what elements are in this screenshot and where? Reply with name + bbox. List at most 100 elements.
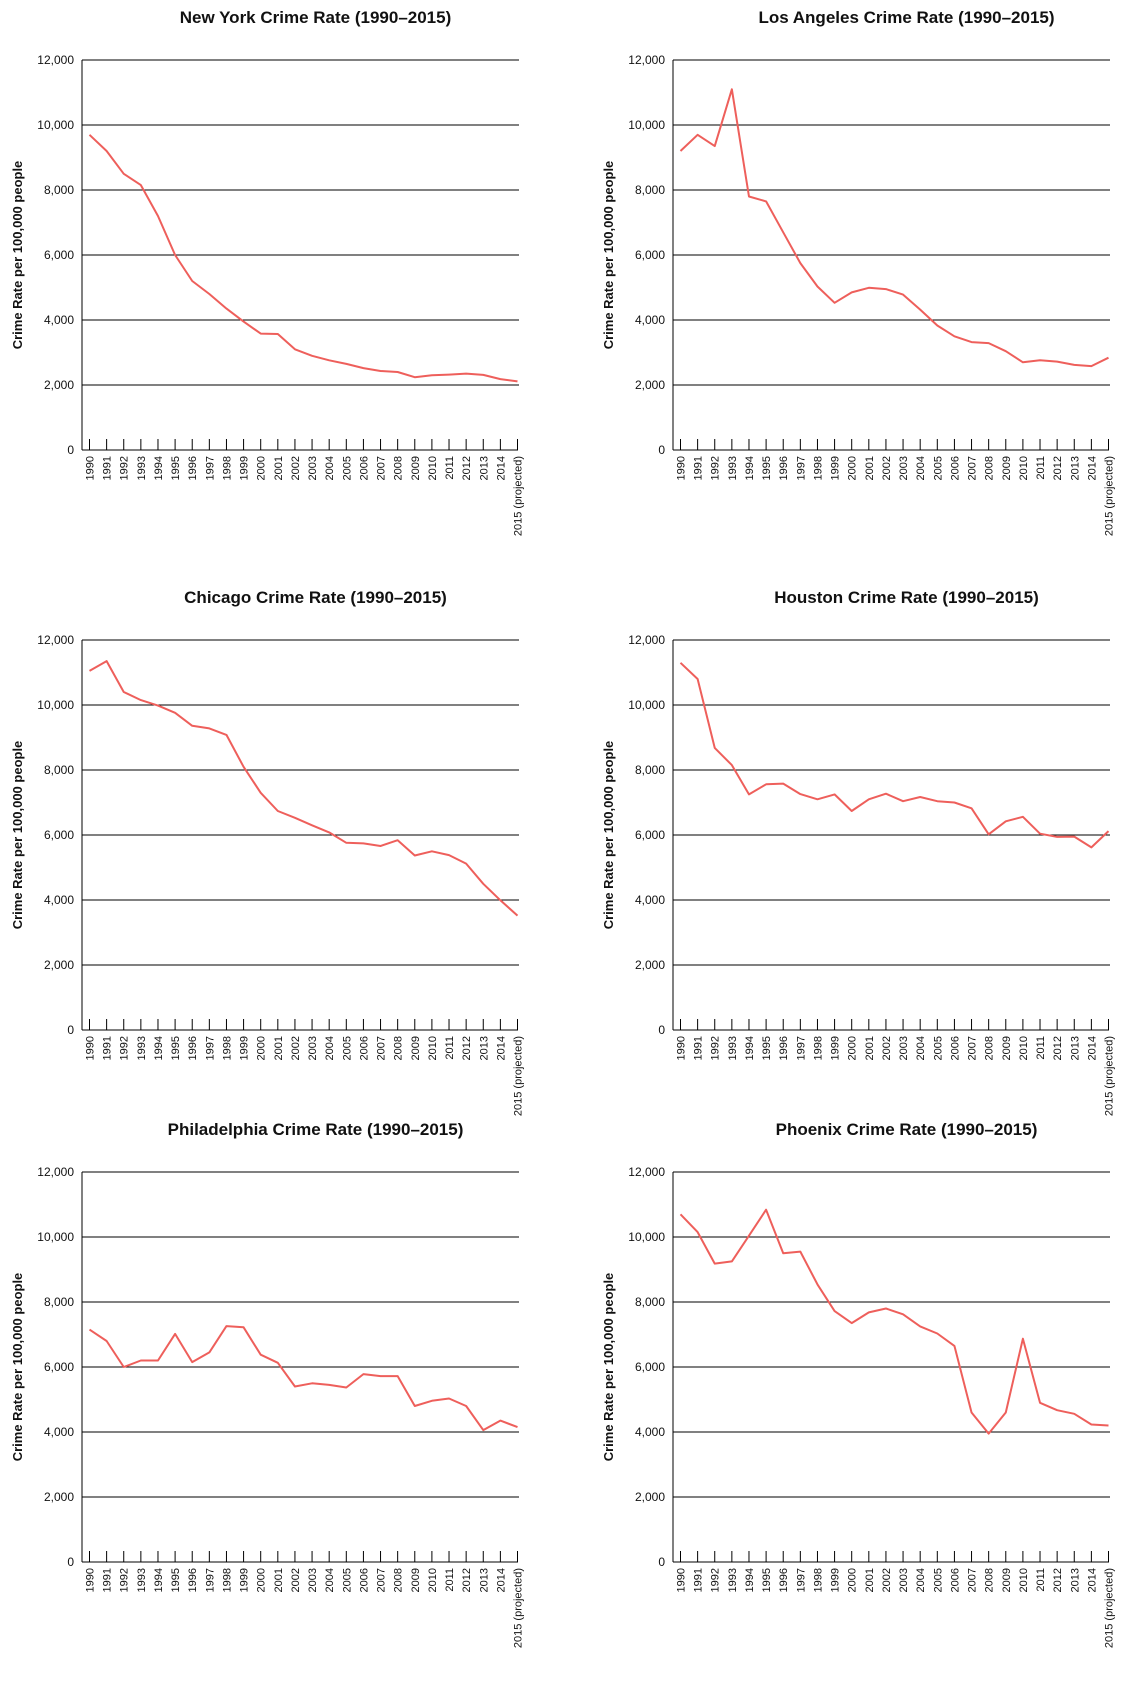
x-tick-label: 1991	[102, 1568, 114, 1592]
x-tick-label: 2010	[1018, 456, 1030, 480]
y-tick-label: 4,000	[44, 1425, 74, 1439]
x-tick-label: 2015 (projected)	[513, 456, 525, 536]
y-tick-label: 4,000	[44, 893, 74, 907]
chart-title: Philadelphia Crime Rate (1990–2015)	[168, 1120, 464, 1139]
x-tick-label: 1998	[812, 456, 824, 480]
x-tick-label: 2011	[444, 1568, 456, 1592]
x-tick-label: 1998	[221, 456, 233, 480]
chart-svg-houston: Houston Crime Rate (1990–2015) Crime Rate…	[601, 588, 1116, 1116]
x-tick-label: 2009	[1001, 456, 1013, 480]
x-tick-label: 2005	[341, 1568, 353, 1592]
x-tick-label: 2010	[1018, 1568, 1030, 1592]
y-axis-label: Crime Rate per 100,000 people	[601, 741, 616, 930]
y-tick-label: 12,000	[37, 633, 74, 647]
x-tick-label: 1992	[119, 1036, 131, 1060]
x-tick-label: 2009	[410, 1036, 422, 1060]
x-tick-label: 1996	[778, 456, 790, 480]
x-tick-label: 2012	[461, 1568, 473, 1592]
y-tick-label: 2,000	[635, 1490, 665, 1504]
y-tick-label: 6,000	[635, 1360, 665, 1374]
chart-panel-new-york: New York Crime Rate (1990–2015) Crime Rat…	[0, 0, 531, 580]
x-tick-label: 2011	[444, 1036, 456, 1060]
x-tick-label: 2014	[495, 1036, 507, 1060]
x-tick-label: 1999	[830, 456, 842, 480]
y-tick-label: 10,000	[37, 118, 74, 132]
y-tick-label: 8,000	[635, 763, 665, 777]
x-tick-label: 1993	[136, 1568, 148, 1592]
y-tick-label: 10,000	[37, 1230, 74, 1244]
chart-panel-phoenix: Phoenix Crime Rate (1990–2015) Crime Rate…	[591, 1112, 1122, 1692]
y-tick-label: 0	[67, 443, 74, 457]
chart-title: Houston Crime Rate (1990–2015)	[774, 588, 1039, 607]
x-tick-label: 2013	[1069, 1036, 1081, 1060]
x-tick-label: 1992	[710, 1036, 722, 1060]
x-tick-label: 2013	[478, 1036, 490, 1060]
x-tick-label: 1997	[795, 1036, 807, 1060]
chart-svg-new-york: New York Crime Rate (1990–2015) Crime Rat…	[10, 8, 525, 536]
x-tick-label: 2007	[376, 456, 388, 480]
y-tick-label: 12,000	[37, 53, 74, 67]
x-tick-label: 2009	[1001, 1036, 1013, 1060]
x-tick-label: 2010	[427, 1568, 439, 1592]
series-line	[679, 662, 1110, 849]
x-tick-label: 2010	[1018, 1036, 1030, 1060]
x-tick-label: 2007	[967, 1568, 979, 1592]
x-tick-label: 2006	[949, 1036, 961, 1060]
y-tick-label: 0	[658, 1023, 665, 1037]
x-tick-label: 2006	[949, 456, 961, 480]
x-tick-label: 2003	[898, 1036, 910, 1060]
series-line	[88, 1325, 518, 1432]
x-tick-label: 2002	[290, 456, 302, 480]
x-tick-label: 2002	[881, 456, 893, 480]
y-tick-label: 8,000	[44, 763, 74, 777]
x-tick-label: 2015 (projected)	[513, 1568, 525, 1648]
y-tick-label: 4,000	[44, 313, 74, 327]
y-tick-label: 0	[67, 1555, 74, 1569]
x-tick-label: 1994	[744, 456, 756, 480]
x-tick-label: 2011	[1035, 456, 1047, 480]
x-tick-label: 1990	[676, 1036, 688, 1060]
y-tick-label: 12,000	[628, 633, 665, 647]
x-tick-label: 1991	[693, 1568, 705, 1592]
x-tick-label: 1992	[119, 1568, 131, 1592]
x-tick-label: 2004	[915, 1568, 927, 1592]
x-tick-label: 1991	[693, 456, 705, 480]
chart-panel-houston: Houston Crime Rate (1990–2015) Crime Rate…	[591, 580, 1122, 1160]
x-tick-label: 2008	[984, 456, 996, 480]
y-tick-label: 10,000	[628, 698, 665, 712]
x-tick-label: 1997	[204, 1036, 216, 1060]
x-tick-label: 1998	[812, 1036, 824, 1060]
x-tick-label: 1990	[676, 1568, 688, 1592]
x-tick-label: 2014	[495, 456, 507, 480]
y-tick-label: 2,000	[44, 958, 74, 972]
y-tick-label: 6,000	[44, 248, 74, 262]
y-tick-label: 12,000	[37, 1165, 74, 1179]
x-tick-label: 2003	[898, 456, 910, 480]
y-tick-label: 6,000	[44, 1360, 74, 1374]
y-tick-label: 4,000	[635, 1425, 665, 1439]
x-tick-label: 2003	[307, 456, 319, 480]
y-tick-label: 10,000	[628, 1230, 665, 1244]
x-tick-label: 2013	[478, 1568, 490, 1592]
y-axis-label: Crime Rate per 100,000 people	[10, 1273, 25, 1462]
x-tick-label: 1993	[727, 1568, 739, 1592]
y-tick-label: 8,000	[635, 183, 665, 197]
x-tick-label: 1993	[136, 1036, 148, 1060]
x-tick-label: 1997	[204, 1568, 216, 1592]
x-tick-label: 1995	[170, 1568, 182, 1592]
x-tick-label: 1999	[830, 1036, 842, 1060]
x-tick-label: 2011	[1035, 1568, 1047, 1592]
x-tick-label: 1995	[170, 1036, 182, 1060]
x-tick-label: 2012	[1052, 1568, 1064, 1592]
y-tick-label: 2,000	[44, 1490, 74, 1504]
x-tick-label: 2012	[461, 1036, 473, 1060]
x-tick-label: 1997	[795, 1568, 807, 1592]
x-tick-label: 2015 (projected)	[513, 1036, 525, 1116]
x-tick-label: 2008	[984, 1568, 996, 1592]
x-tick-label: 2014	[1086, 456, 1098, 480]
x-tick-label: 1994	[744, 1036, 756, 1060]
x-tick-label: 1996	[187, 1036, 199, 1060]
x-tick-label: 2005	[341, 456, 353, 480]
x-tick-label: 2008	[393, 1568, 405, 1592]
x-tick-label: 1994	[744, 1568, 756, 1592]
